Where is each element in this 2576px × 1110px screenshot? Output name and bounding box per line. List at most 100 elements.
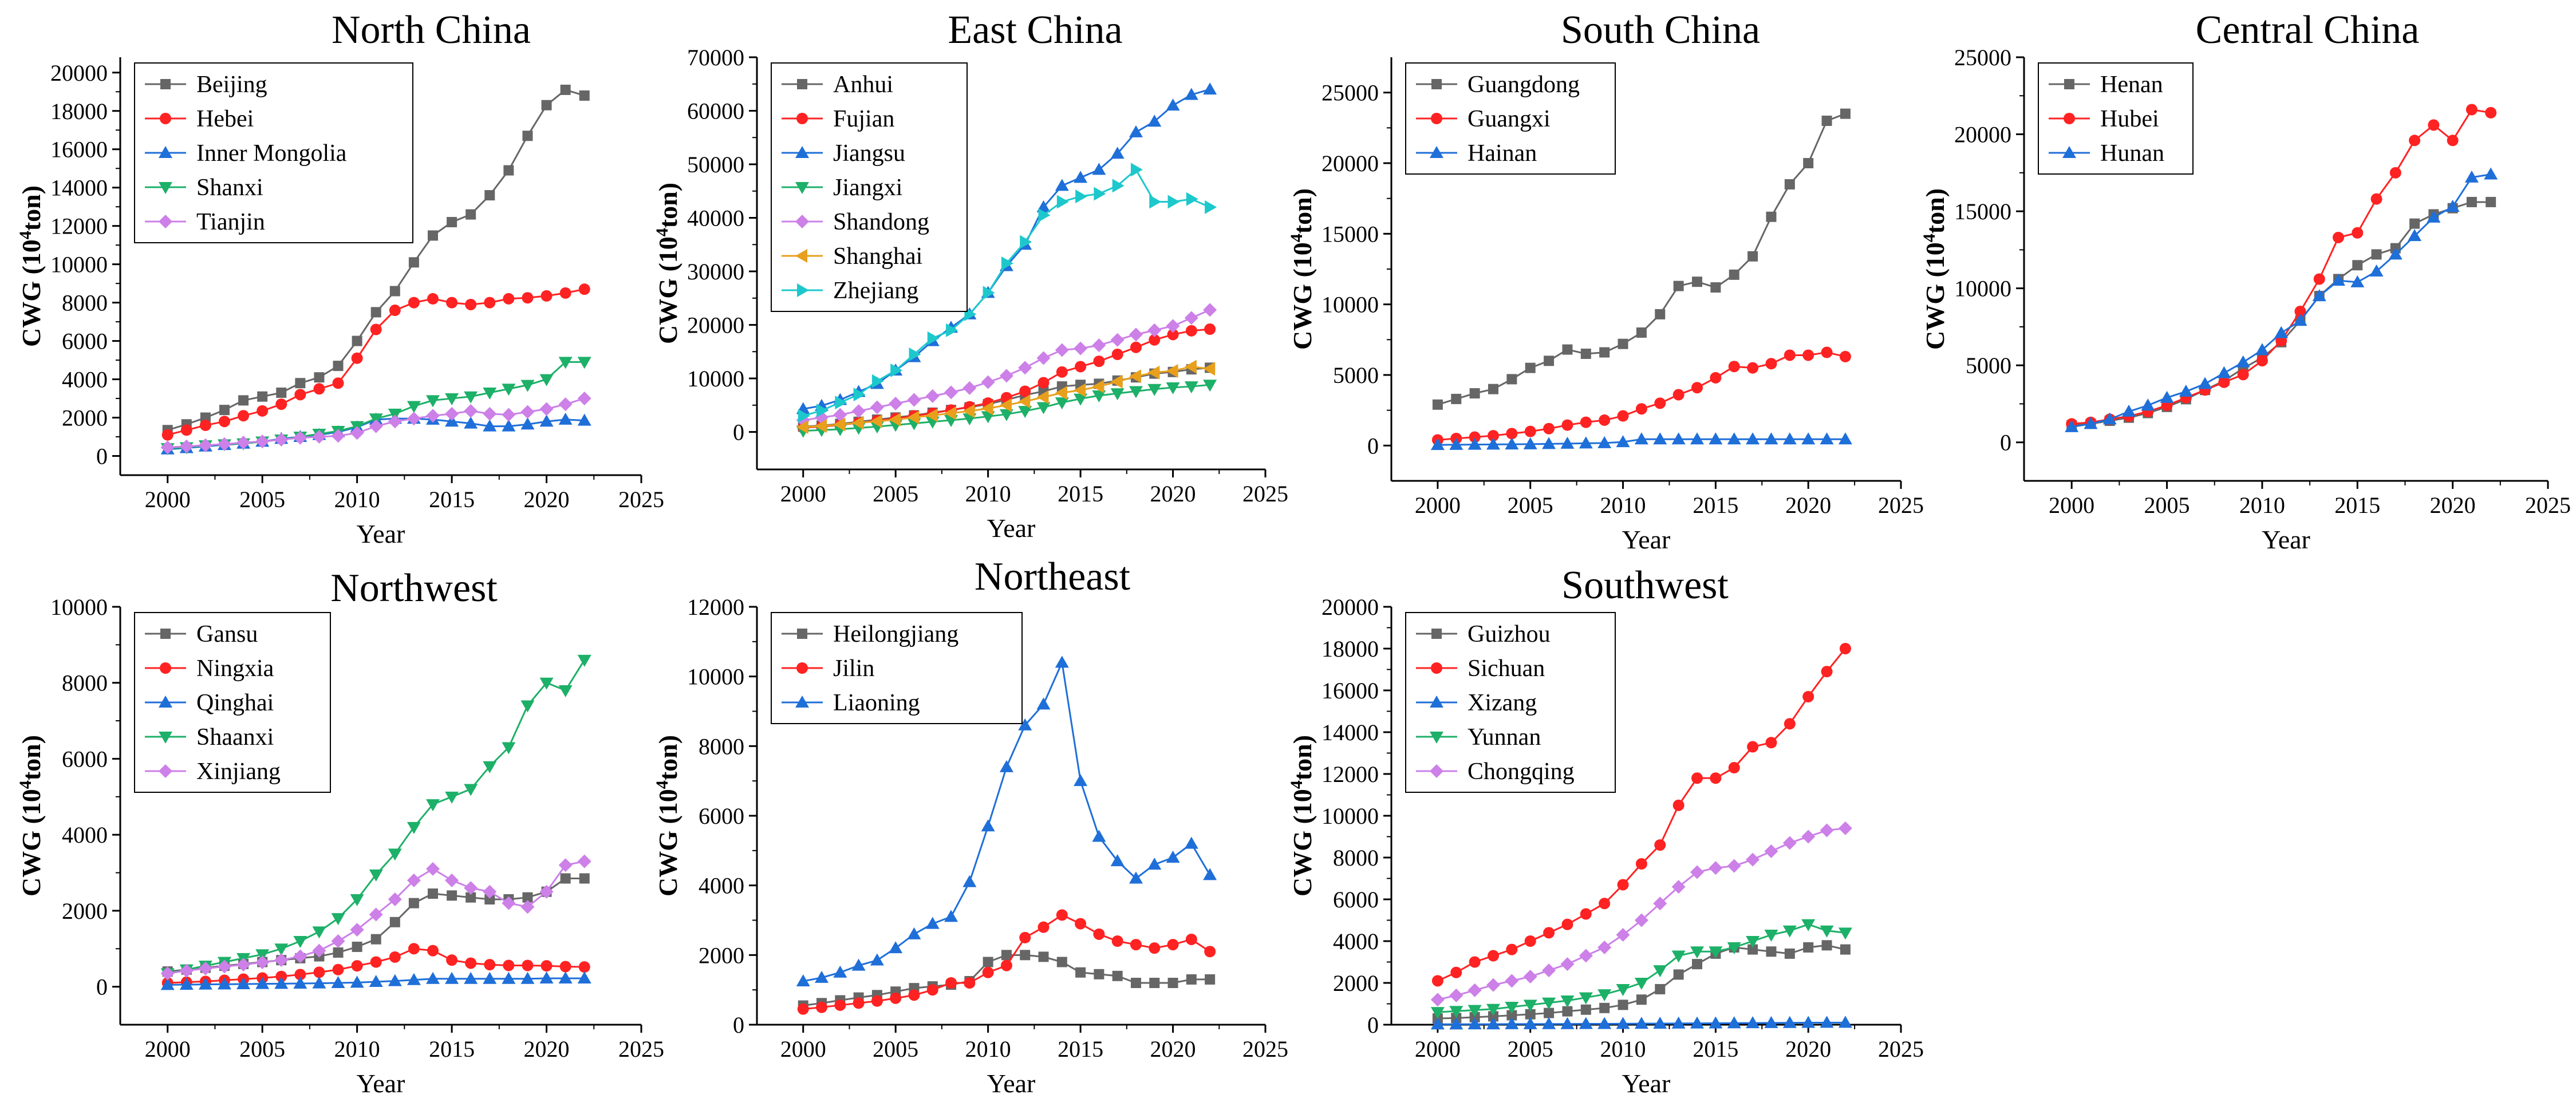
data-point (1110, 147, 1125, 159)
legend-marker (1430, 732, 1443, 744)
data-point (464, 881, 478, 895)
y-axis-label: CWG (104ton) (1287, 188, 1317, 350)
legend-marker (1431, 113, 1442, 124)
data-point (236, 436, 251, 450)
data-point (560, 84, 571, 95)
data-point (312, 943, 326, 958)
data-point (503, 959, 515, 971)
legend-item-shaanxi: Shaanxi (145, 724, 274, 750)
y-tick-label: 10000 (1954, 276, 2011, 302)
data-point (1203, 303, 1217, 317)
data-point (236, 977, 251, 989)
data-point (1802, 349, 1814, 361)
data-point (2312, 289, 2326, 302)
legend-label: Gansu (196, 621, 258, 647)
data-point (1147, 858, 1162, 870)
data-point (1147, 384, 1162, 396)
data-point (294, 969, 306, 981)
y-tick-label: 6000 (1333, 887, 1379, 913)
chart-east-china: East China 0 10000 20000 30000 40000 50000 6000… (653, 8, 1289, 543)
data-point (350, 975, 364, 988)
data-point (1147, 365, 1160, 380)
data-point (369, 869, 383, 882)
data-point (332, 377, 344, 389)
data-point (1764, 930, 1778, 942)
data-point (2255, 343, 2269, 355)
data-point (428, 888, 438, 899)
x-tick-label: 2000 (1415, 492, 1461, 518)
data-point (1037, 377, 1050, 389)
data-point (1562, 1006, 1573, 1017)
y-tick-label: 6000 (699, 803, 744, 829)
data-point (1838, 927, 1852, 940)
data-point (1166, 382, 1180, 394)
legend-marker (795, 182, 809, 194)
y-tick-label: 16000 (50, 137, 108, 163)
series-qinghai (160, 971, 591, 990)
legend-label: Guangdong (1468, 72, 1580, 98)
data-point (1074, 393, 1088, 406)
y-tick-label: 10000 (687, 366, 744, 392)
data-point (1018, 406, 1032, 418)
legend-item-hubei: Hubei (2049, 106, 2159, 132)
legend-label: Shandong (833, 209, 929, 235)
legend-item-zhejiang: Zhejiang (782, 278, 918, 304)
data-point (484, 959, 496, 971)
data-point (466, 892, 476, 903)
data-point (1636, 327, 1647, 338)
data-point (1056, 957, 1067, 967)
y-axis-label: CWG (104ton) (16, 735, 46, 896)
data-point (1560, 957, 1575, 971)
data-point (1130, 978, 1141, 988)
data-point (2485, 106, 2497, 118)
data-point (1692, 959, 1702, 970)
data-point (1488, 1011, 1498, 1022)
data-point (1525, 362, 1536, 373)
data-point (890, 992, 902, 1004)
y-tick-label: 8000 (1333, 845, 1379, 871)
y-tick-label: 4000 (1333, 929, 1379, 954)
legend-item-hunan: Hunan (2049, 140, 2164, 167)
y-axis-label: CWG (104ton) (1287, 735, 1317, 896)
data-point (1204, 946, 1216, 958)
data-point (909, 347, 921, 361)
y-tick-label: 20000 (50, 60, 108, 86)
data-point (925, 389, 940, 403)
x-tick-label: 2005 (873, 481, 918, 507)
legend-item-guangxi: Guangxi (1416, 106, 1551, 132)
data-point (1036, 402, 1051, 414)
data-point (483, 406, 497, 421)
data-point (1037, 921, 1050, 933)
y-tick-label: 18000 (1321, 636, 1379, 662)
data-point (1801, 919, 1816, 931)
data-point (1561, 918, 1573, 930)
data-point (1544, 1008, 1555, 1018)
data-point (1111, 935, 1123, 947)
data-point (1542, 437, 1556, 449)
y-tick-label: 20000 (687, 313, 744, 338)
data-point (1147, 323, 1162, 337)
y-tick-label: 14000 (1321, 720, 1379, 745)
data-point (1092, 380, 1104, 394)
data-point (275, 398, 287, 410)
y-tick-label: 2000 (699, 942, 744, 968)
legend-marker (797, 79, 807, 89)
data-point (1110, 388, 1125, 401)
data-point (293, 976, 307, 989)
legend-marker (797, 283, 809, 297)
legend-marker (796, 662, 808, 674)
data-point (520, 971, 535, 984)
legend-marker (2064, 113, 2075, 124)
data-point (981, 819, 995, 832)
x-tick-label: 2010 (334, 487, 380, 512)
data-point (853, 388, 866, 402)
data-point (1000, 959, 1012, 971)
chart-title: North China (332, 8, 531, 52)
data-point (539, 402, 554, 416)
data-point (352, 941, 362, 952)
x-tick-label: 2005 (2144, 492, 2190, 518)
data-point (1018, 394, 1031, 409)
data-point (1690, 432, 1704, 445)
data-point (2294, 306, 2306, 317)
data-point (312, 976, 326, 989)
